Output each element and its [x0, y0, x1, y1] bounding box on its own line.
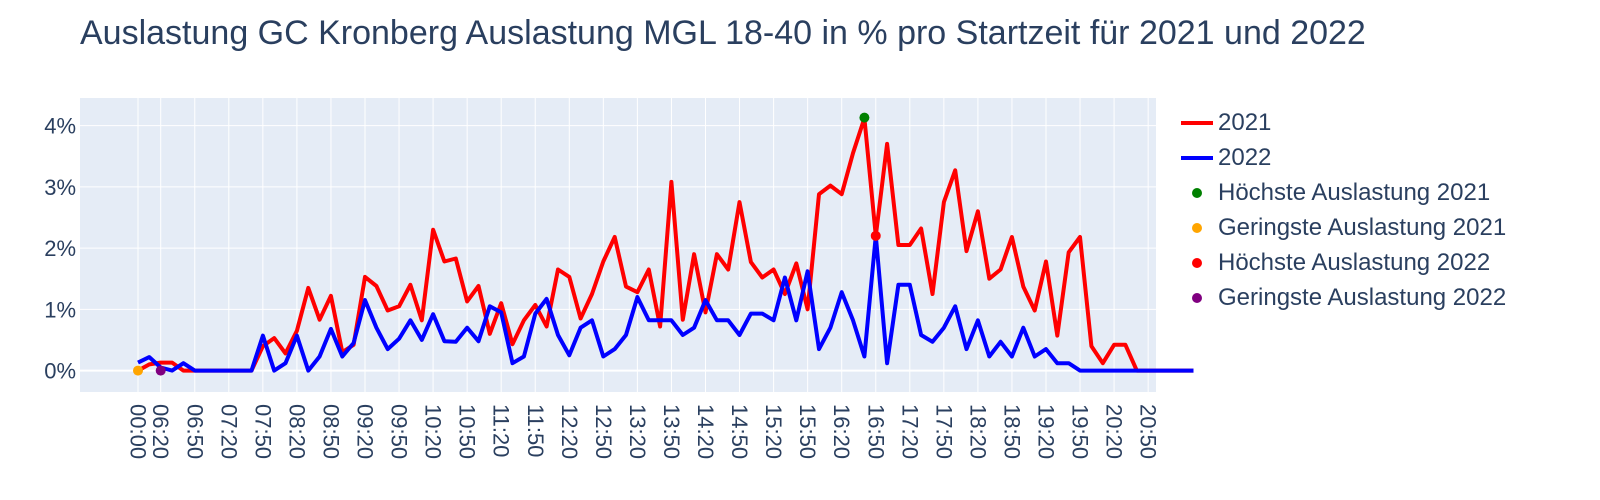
x-tick-label: 08:50	[318, 404, 343, 459]
x-tick-label: 19:20	[1034, 404, 1059, 459]
legend-item[interactable]: Höchste Auslastung 2022	[1180, 245, 1506, 280]
legend-swatch-shape	[1192, 257, 1202, 268]
x-tick-label: 15:50	[795, 404, 820, 459]
series-line-2021	[137, 116, 1194, 373]
x-tick-label: 07:50	[250, 404, 275, 459]
x-tick-label: 10:50	[455, 404, 480, 459]
y-tick-label: 4%	[44, 114, 76, 139]
legend-label: Höchste Auslastung 2021	[1218, 178, 1491, 206]
chart-title: Auslastung GC Kronberg Auslastung MGL 18…	[80, 14, 1366, 52]
legend-marker-swatch	[1180, 218, 1214, 238]
legend-marker-swatch	[1180, 183, 1214, 203]
legend-swatch-shape	[1181, 155, 1213, 160]
x-tick-label: 11:50	[523, 404, 548, 457]
legend-item[interactable]: Geringste Auslastung 2022	[1180, 280, 1506, 315]
x-tick-label: 18:20	[965, 404, 990, 459]
legend-label: Geringste Auslastung 2021	[1218, 213, 1507, 241]
legend-label: 2021	[1218, 108, 1272, 136]
x-tick-label: 19:50	[1068, 404, 1093, 459]
legend-line-swatch	[1180, 113, 1214, 133]
x-tick-label: 08:20	[284, 404, 309, 459]
legend-marker-swatch	[1180, 288, 1214, 308]
x-tick-label: 14:50	[727, 404, 752, 459]
legend-item[interactable]: 2021	[1180, 105, 1506, 140]
y-tick-label: 1%	[44, 297, 76, 322]
legend-item[interactable]: 2022	[1180, 140, 1506, 175]
x-tick-label: 11:20	[489, 404, 514, 457]
x-tick-label: 16:20	[829, 404, 854, 459]
legend-swatch-shape	[1192, 187, 1202, 198]
x-tick-label: 07:20	[216, 404, 241, 459]
x-tick-label: 15:20	[761, 404, 786, 459]
x-tick-label: 18:50	[999, 404, 1024, 459]
y-tick-label: 2%	[44, 236, 76, 261]
x-tick-label: 06:50	[182, 404, 207, 459]
marker-point	[133, 365, 143, 376]
x-tick-label: 12:20	[557, 404, 582, 459]
marker-point	[870, 230, 881, 241]
marker-layer	[133, 112, 881, 376]
x-tick-label: 17:50	[931, 404, 956, 459]
x-tick-label: 09:20	[353, 404, 378, 459]
x-tick-label: 20:50	[1136, 404, 1161, 459]
x-tick-label: 13:50	[659, 404, 684, 459]
legend-swatch-shape	[1192, 292, 1202, 303]
legend-swatch-shape	[1181, 120, 1213, 125]
x-tick-label: 16:50	[863, 404, 888, 459]
y-axis-ticks: 0% 1% 2% 3% 4%	[44, 114, 76, 384]
y-tick-label: 3%	[44, 175, 76, 200]
series-layer	[137, 116, 1194, 373]
x-tick-label: 09:50	[387, 404, 412, 459]
legend-label: Geringste Auslastung 2022	[1218, 283, 1507, 311]
y-tick-label: 0%	[44, 359, 76, 384]
x-tick-label: 20:20	[1102, 404, 1127, 459]
legend: 2021 2022 Höchste Auslastung 2021 Geringste…	[1180, 105, 1506, 315]
x-tick-label: 00:00	[126, 404, 151, 459]
legend-swatch-shape	[1192, 222, 1202, 233]
marker-point	[859, 112, 870, 123]
x-tick-label: 17:20	[897, 404, 922, 459]
series-line-2022	[137, 233, 1194, 373]
gridlines	[80, 98, 1156, 392]
legend-marker-swatch	[1180, 253, 1214, 273]
legend-label: Höchste Auslastung 2022	[1218, 248, 1491, 276]
legend-item[interactable]: Geringste Auslastung 2021	[1180, 210, 1506, 245]
x-tick-label: 10:20	[421, 404, 446, 459]
legend-label: 2022	[1218, 143, 1272, 171]
x-tick-label: 12:50	[591, 404, 616, 459]
x-tick-label: 14:20	[693, 404, 718, 459]
x-tick-label: 06:20	[148, 404, 173, 459]
legend-line-swatch	[1180, 148, 1214, 168]
marker-point	[155, 365, 166, 376]
x-tick-label: 13:20	[625, 404, 650, 459]
legend-item[interactable]: Höchste Auslastung 2021	[1180, 175, 1506, 210]
